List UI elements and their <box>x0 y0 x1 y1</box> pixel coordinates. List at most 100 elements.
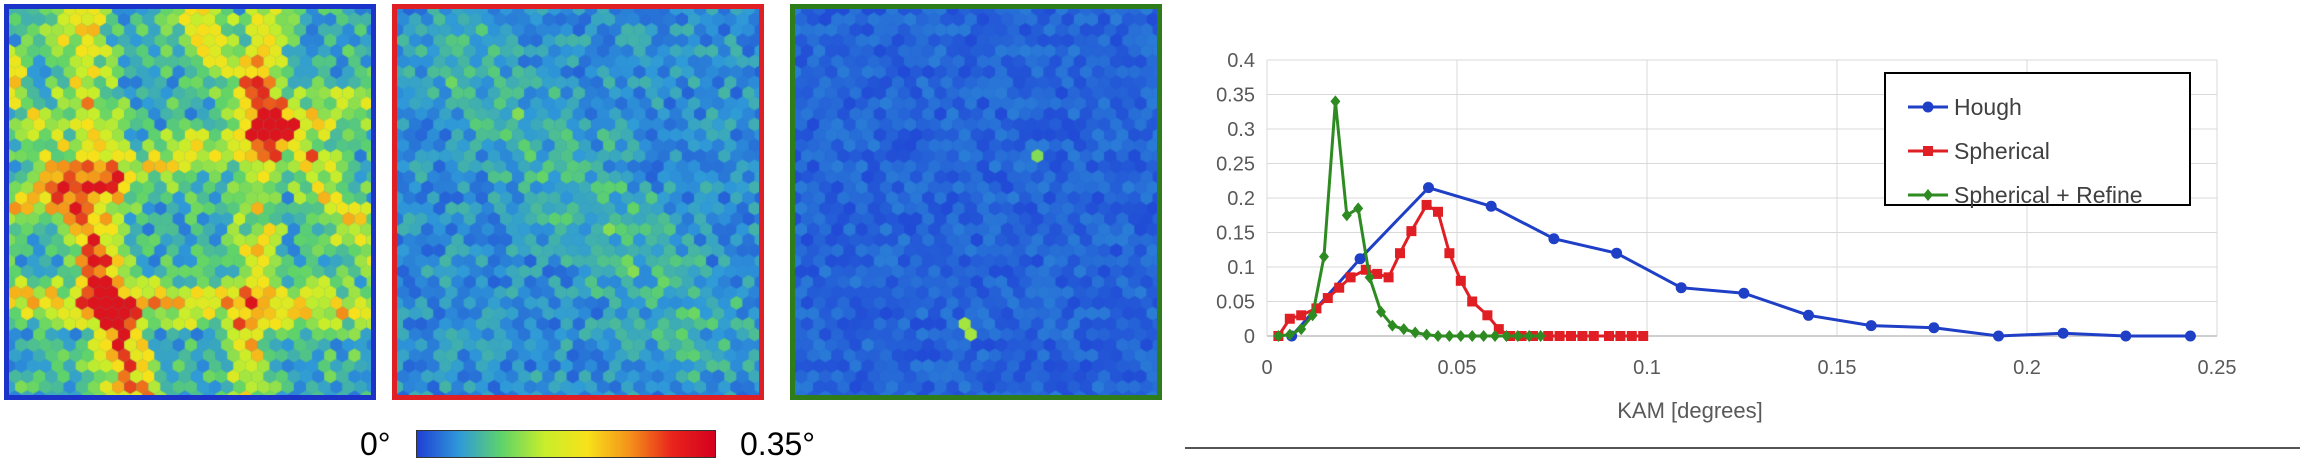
y-tick-label: 0.3 <box>1227 119 1255 141</box>
data-point <box>1626 331 1637 341</box>
data-point <box>1455 330 1466 342</box>
kam-map-spherical <box>392 4 764 400</box>
data-point <box>1341 209 1352 222</box>
legend-label: Spherical <box>1954 138 2050 164</box>
colorbar-min-label: 0° <box>360 426 391 462</box>
colorbar-gradient <box>416 430 716 458</box>
data-point <box>2120 330 2132 342</box>
data-point <box>1364 271 1375 284</box>
colorbar-max-label: 0.35° <box>740 426 816 462</box>
data-point <box>1478 330 1489 342</box>
data-point <box>1928 322 1940 334</box>
data-point <box>1334 282 1345 293</box>
data-point <box>1296 310 1307 321</box>
data-point <box>1588 331 1599 341</box>
data-point <box>1423 182 1434 194</box>
data-point <box>1398 323 1409 336</box>
kam-map-spherical-refine <box>790 4 1162 400</box>
kam-map-hough <box>4 4 376 400</box>
data-point <box>1410 326 1421 339</box>
data-point <box>1738 287 1750 299</box>
kam-map-spherical-refine-image <box>795 9 1157 395</box>
data-point <box>1284 328 1295 341</box>
data-point <box>1482 310 1493 321</box>
data-point <box>1501 330 1512 342</box>
data-point <box>1395 248 1405 259</box>
data-point <box>1493 324 1504 335</box>
chart-legend: Hough Spherical Spherical + Refine <box>1884 72 2191 208</box>
data-point <box>1421 328 1432 341</box>
data-point <box>1444 248 1455 259</box>
data-point <box>1524 330 1535 342</box>
data-point <box>1322 293 1333 304</box>
legend-marker <box>1923 146 1933 156</box>
data-point <box>1543 331 1554 341</box>
data-point <box>1455 275 1466 286</box>
data-point <box>1467 296 1478 307</box>
data-point <box>1433 206 1443 217</box>
y-tick-label: 0.25 <box>1216 154 1255 176</box>
data-point <box>1311 303 1322 314</box>
kam-map-spherical-image <box>397 9 759 395</box>
data-point <box>1376 305 1386 318</box>
data-point <box>1615 331 1626 341</box>
data-point <box>1345 272 1356 283</box>
x-tick-label: 0.05 <box>1438 357 1477 379</box>
kam-map-hough-image <box>9 9 371 395</box>
bottom-divider <box>1185 447 2300 449</box>
data-point <box>1865 320 1877 332</box>
data-point <box>2057 327 2069 339</box>
legend-marker <box>1922 101 1934 113</box>
data-point <box>1284 313 1295 324</box>
data-point <box>1577 331 1588 341</box>
data-point <box>1406 226 1417 237</box>
data-point <box>1354 253 1366 265</box>
data-point <box>1307 309 1318 322</box>
y-tick-label: 0.15 <box>1216 223 1255 245</box>
series-line <box>1278 101 1541 338</box>
x-tick-label: 0 <box>1261 357 1272 379</box>
data-point <box>1444 330 1455 342</box>
data-point <box>1360 264 1371 275</box>
data-point <box>1467 330 1478 342</box>
colorbar: 0° 0.35° <box>350 420 830 470</box>
data-point <box>1554 331 1565 341</box>
data-point <box>1421 199 1432 210</box>
data-point <box>1604 331 1614 341</box>
data-point <box>1611 247 1623 259</box>
data-point <box>2184 330 2196 342</box>
kam-distribution-chart: 0 0.05 0.1 0.15 0.2 0.25 0.3 0.35 0.4 0 0.05 0.1 0.1… <box>1216 50 2237 423</box>
data-point <box>1803 309 1814 321</box>
series-line <box>1290 185 2191 338</box>
data-point <box>1548 233 1560 245</box>
data-point <box>1485 200 1497 212</box>
y-tick-label: 0.4 <box>1227 50 1255 72</box>
data-point <box>1638 331 1649 341</box>
y-tick-label: 0 <box>1244 326 1255 348</box>
data-point <box>1372 268 1383 279</box>
y-tick-label: 0.05 <box>1216 292 1255 314</box>
x-tick-label: 0.25 <box>2198 357 2237 379</box>
data-point <box>1319 250 1329 263</box>
legend-marker <box>1923 189 1933 201</box>
y-tick-label: 0.2 <box>1227 188 1255 210</box>
data-point <box>1353 202 1364 215</box>
y-tick-label: 0.1 <box>1227 257 1255 279</box>
y-tick-label: 0.35 <box>1216 85 1255 107</box>
data-point <box>1273 330 1284 342</box>
data-point <box>1433 330 1443 342</box>
data-point <box>1993 330 2004 342</box>
x-tick-label: 0.1 <box>1633 357 1661 379</box>
data-point <box>1383 272 1394 283</box>
x-tick-label: 0.2 <box>2013 357 2041 379</box>
data-point <box>1387 319 1398 332</box>
data-point <box>1296 323 1307 336</box>
data-point <box>1330 95 1341 108</box>
data-point <box>1535 330 1546 342</box>
legend-box <box>1884 72 2191 206</box>
legend-label: Spherical + Refine <box>1954 182 2143 208</box>
series-line <box>1277 202 1644 338</box>
x-tick-label: 0.15 <box>1818 357 1857 379</box>
data-point <box>1512 330 1523 342</box>
data-point <box>1566 331 1576 341</box>
